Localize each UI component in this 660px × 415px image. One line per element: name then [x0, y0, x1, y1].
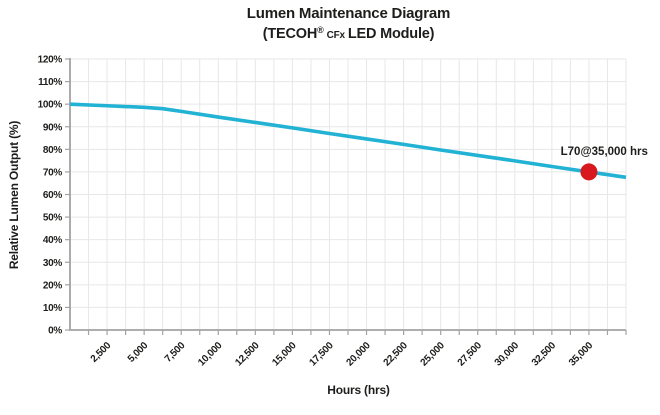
l70-marker-dot [580, 163, 598, 181]
x-tick-label: 27,500 [456, 340, 485, 369]
subtitle-suffix: LED Module) [347, 25, 435, 42]
x-tick-label: 32,500 [530, 340, 559, 369]
x-axis-title: Hours (hrs) [327, 383, 390, 397]
y-tick-label: 120% [38, 55, 63, 66]
y-tick-label: 60% [43, 190, 63, 201]
y-tick-label: 70% [43, 167, 63, 178]
y-tick-label: 80% [43, 145, 63, 156]
x-tick-label: 2,500 [89, 340, 114, 365]
x-tick-label: 25,000 [419, 340, 448, 369]
l70-annotation: L70@35,000 hrs [561, 146, 648, 158]
subtitle-prefix: (TECOH [262, 25, 318, 42]
x-tick-label: 35,000 [567, 340, 596, 369]
y-tick-label: 40% [43, 235, 63, 246]
x-tick-label: 22,500 [382, 340, 411, 369]
y-tick-label: 30% [43, 258, 63, 269]
chart-header: Lumen Maintenance Diagram (TECOH® CFx LED … [70, 5, 627, 43]
x-tick-label: 30,000 [493, 340, 522, 369]
y-tick-label: 50% [43, 213, 63, 224]
module-code: CFx [326, 29, 346, 41]
y-tick-label: 10% [43, 303, 63, 314]
x-tick-label: 17,500 [307, 340, 336, 369]
y-tick-label: 90% [43, 122, 63, 133]
y-tick-label: 100% [38, 100, 63, 111]
lumen-output-line [69, 102, 627, 180]
x-tick-label: 20,000 [345, 340, 374, 369]
x-tick-label: 5,000 [126, 340, 151, 365]
x-tick-label: 12,500 [233, 340, 262, 369]
x-tick-label: 10,000 [196, 340, 225, 369]
x-tick-label: 15,000 [270, 340, 299, 369]
registered-trademark-symbol: ® [317, 24, 324, 35]
chart-subtitle: (TECOH® CFx LED Module) [70, 25, 627, 43]
y-tick-label: 110% [38, 77, 62, 88]
y-tick-label: 0% [48, 326, 62, 337]
y-tick-label: 20% [43, 280, 63, 291]
chart-title: Lumen Maintenance Diagram [246, 5, 451, 22]
x-tick-label: 7,500 [163, 340, 188, 365]
